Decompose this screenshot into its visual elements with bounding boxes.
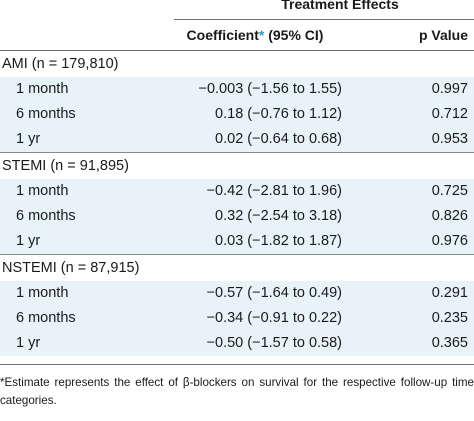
coefficient-column-header: Coefficient* (95% CI) (150, 27, 360, 43)
coefficient-value: −0.57 (−1.64 to 0.49) (206, 285, 342, 301)
table-row: 1 yr −0.50 (−1.57 to 0.58) 0.365 (0, 331, 474, 356)
coefficient-value: −0.50 (−1.57 to 0.58) (206, 335, 342, 351)
ci-label: (95% CI) (264, 27, 324, 43)
footnote-marker[interactable]: * (258, 27, 265, 43)
p-value-column-header: p Value (418, 27, 468, 43)
section-divider (0, 152, 474, 153)
period-label: 1 yr (16, 335, 41, 351)
section-heading-ami: AMI (n = 179,810) (0, 51, 474, 77)
footnote-text: *Estimate represents the effect of β-blo… (0, 376, 474, 407)
p-value: 0.291 (431, 285, 468, 301)
period-label: 1 month (16, 285, 69, 301)
coefficient-value: 0.02 (−0.64 to 0.68) (215, 131, 342, 147)
section-divider (0, 254, 474, 255)
p-value: 0.953 (431, 131, 468, 147)
treatment-effects-heading: Treatment Effects (281, 0, 399, 12)
p-value: 0.725 (431, 183, 468, 199)
table-row: 6 months 0.18 (−0.76 to 1.12) 0.712 (0, 102, 474, 127)
period-label: 1 yr (16, 131, 41, 147)
column-headers: Coefficient* (95% CI) p Value (0, 20, 474, 50)
results-table: AMI (n = 179,810) 1 month −0.003 (−1.56 … (0, 51, 474, 356)
period-label: 1 yr (16, 233, 41, 249)
table-row: 1 month −0.003 (−1.56 to 1.55) 0.997 (0, 77, 474, 102)
p-value: 0.997 (431, 81, 468, 97)
p-value: 0.712 (431, 106, 468, 122)
coefficient-value: 0.03 (−1.82 to 1.87) (215, 233, 342, 249)
coefficient-value: −0.003 (−1.56 to 1.55) (198, 81, 343, 97)
table-row: 6 months −0.34 (−0.91 to 0.22) 0.235 (0, 306, 474, 331)
table-row: 1 month −0.57 (−1.64 to 0.49) 0.291 (0, 281, 474, 306)
p-value: 0.826 (431, 208, 468, 224)
table-row: 1 month −0.42 (−2.81 to 1.96) 0.725 (0, 179, 474, 204)
period-label: 1 month (16, 183, 69, 199)
section-heading-stemi: STEMI (n = 91,895) (0, 153, 474, 179)
coefficient-value: −0.42 (−2.81 to 1.96) (206, 183, 342, 199)
coefficient-label: Coefficient (186, 27, 259, 43)
table-row: 1 yr 0.03 (−1.82 to 1.87) 0.976 (0, 229, 474, 254)
footnote-divider (0, 364, 474, 365)
period-label: 6 months (16, 106, 76, 122)
table-row: 1 yr 0.02 (−0.64 to 0.68) 0.953 (0, 127, 474, 152)
header-divider (174, 19, 474, 20)
p-value: 0.365 (431, 335, 468, 351)
coefficient-value: 0.32 (−2.54 to 3.18) (215, 208, 342, 224)
p-value: 0.976 (431, 233, 468, 249)
coefficient-value: 0.18 (−0.76 to 1.12) (215, 106, 342, 122)
period-label: 1 month (16, 81, 69, 97)
period-label: 6 months (16, 208, 76, 224)
table-header-group: Treatment Effects (0, 0, 474, 20)
table-row: 6 months 0.32 (−2.54 to 3.18) 0.826 (0, 204, 474, 229)
section-heading-nstemi: NSTEMI (n = 87,915) (0, 255, 474, 281)
coefficient-value: −0.34 (−0.91 to 0.22) (206, 310, 342, 326)
p-value: 0.235 (431, 310, 468, 326)
header-bottom-divider (0, 50, 474, 51)
period-label: 6 months (16, 310, 76, 326)
